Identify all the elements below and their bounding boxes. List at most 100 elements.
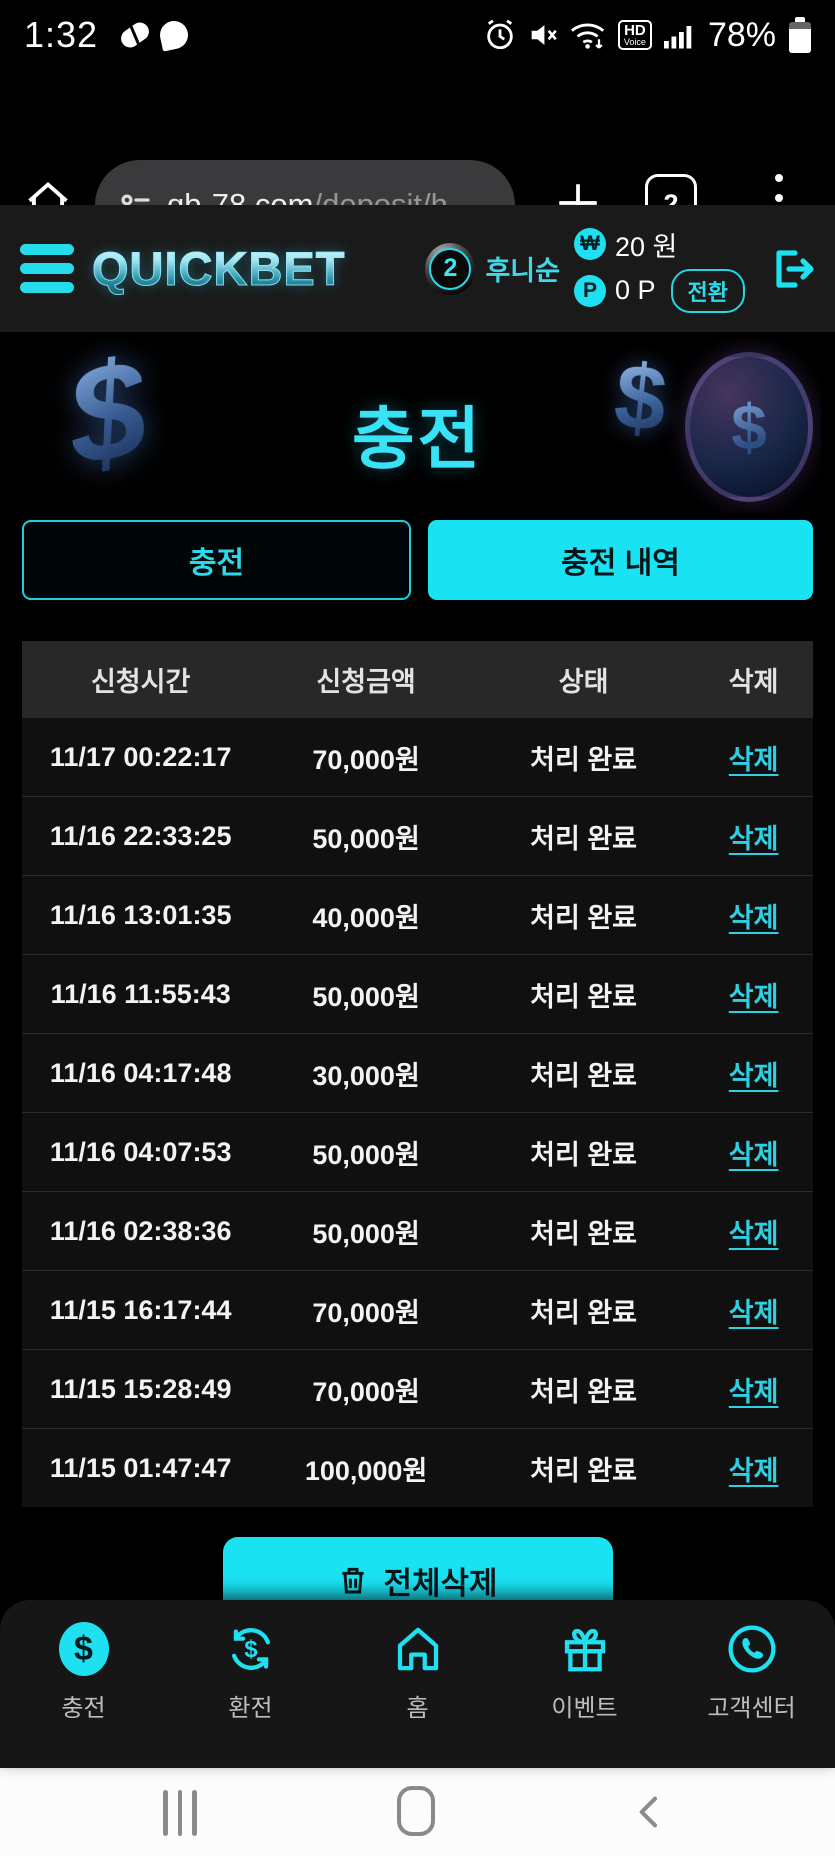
cell-amount: 70,000원 <box>312 1297 420 1328</box>
page-title: 충전 <box>351 401 484 478</box>
cell-status: 처리 완료 <box>530 1376 638 1407</box>
table-row: 11/15 01:47:47 100,000원 처리 완료 삭제 <box>22 1428 813 1507</box>
cell-delete-link[interactable]: 삭제 <box>728 1218 779 1249</box>
user-level-badge: 2 <box>425 242 476 295</box>
back-button[interactable] <box>630 1788 670 1836</box>
phone-icon <box>725 1622 779 1676</box>
point-coin-icon: P <box>573 274 606 307</box>
delete-all-label: 전체삭제 <box>383 1565 498 1601</box>
cell-time: 11/17 00:22:17 <box>49 741 232 772</box>
convert-button[interactable]: 전환 <box>670 268 745 313</box>
notification-icon-pill <box>117 19 153 51</box>
alarm-icon <box>483 17 517 53</box>
cell-delete-link[interactable]: 삭제 <box>728 1139 779 1170</box>
hamburger-menu-button[interactable] <box>18 240 76 297</box>
dollar-art-left: $ <box>58 338 156 498</box>
deposit-table-body: 11/17 00:22:17 70,000원 처리 완료 삭제 11/16 22… <box>22 718 813 1507</box>
cell-amount: 50,000원 <box>312 823 420 854</box>
cell-amount: 70,000원 <box>312 744 420 775</box>
user-level-value: 2 <box>429 247 472 290</box>
notification-icon-swoosh <box>157 18 191 52</box>
cell-time: 11/16 04:07:53 <box>49 1136 232 1167</box>
clock: 1:32 <box>24 14 99 55</box>
column-header-amount: 신청금액 <box>316 667 416 697</box>
cell-time: 11/16 02:38:36 <box>49 1215 232 1246</box>
tab-deposit[interactable]: 충전 <box>22 520 411 600</box>
won-coin-icon: ₩ <box>573 228 606 260</box>
cell-status: 처리 완료 <box>530 1139 638 1170</box>
nav-item-events[interactable]: 이벤트 <box>501 1622 668 1723</box>
cell-time: 11/15 15:28:49 <box>49 1373 232 1404</box>
cell-delete-link[interactable]: 삭제 <box>728 981 779 1012</box>
home-icon <box>391 1622 445 1676</box>
cell-delete-link[interactable]: 삭제 <box>728 1455 779 1486</box>
site-header: QUICKBET 2 후니순 ₩ 20 원 P 0 P 전환 <box>0 205 835 332</box>
table-row: 11/16 04:17:48 30,000원 처리 완료 삭제 <box>22 1033 813 1112</box>
table-row: 11/17 00:22:17 70,000원 처리 완료 삭제 <box>22 718 813 796</box>
bottom-navigation: $ 충전 $ 환전 홈 이벤트 <box>0 1600 835 1768</box>
table-row: 11/16 11:55:43 50,000원 처리 완료 삭제 <box>22 954 813 1033</box>
battery-percent: 78% <box>707 15 776 54</box>
cell-time: 11/16 04:17:48 <box>49 1057 232 1088</box>
username: 후니순 <box>485 256 560 286</box>
mute-icon <box>526 17 560 53</box>
hd-voice-badge: HD Voice <box>617 20 652 50</box>
cell-amount: 70,000원 <box>312 1376 420 1407</box>
table-row: 11/16 02:38:36 50,000원 처리 완료 삭제 <box>22 1191 813 1270</box>
site-logo[interactable]: QUICKBET <box>91 242 346 296</box>
cell-delete-link[interactable]: 삭제 <box>728 902 779 933</box>
exchange-icon: $ <box>224 1622 278 1676</box>
cell-time: 11/15 01:47:47 <box>49 1452 232 1483</box>
column-header-status: 상태 <box>558 667 609 697</box>
nav-item-withdraw[interactable]: $ 환전 <box>167 1622 334 1723</box>
cell-status: 처리 완료 <box>530 1455 638 1486</box>
table-row: 11/15 15:28:49 70,000원 처리 완료 삭제 <box>22 1349 813 1428</box>
wifi-icon <box>569 17 609 53</box>
cell-status: 처리 완료 <box>530 902 638 933</box>
status-bar: 1:32 HD Voice <box>0 0 835 70</box>
column-header-time: 신청시간 <box>90 667 191 697</box>
deposit-coin-icon: $ <box>58 1622 109 1676</box>
deposit-tabs: 충전 충전 내역 <box>22 520 813 600</box>
nav-item-home[interactable]: 홈 <box>334 1622 501 1723</box>
cell-amount: 50,000원 <box>312 981 420 1012</box>
table-header-row: 신청시간 신청금액 상태 삭제 <box>22 641 813 718</box>
cell-delete-link[interactable]: 삭제 <box>728 744 779 775</box>
cell-status: 처리 완료 <box>530 1297 638 1328</box>
column-header-delete: 삭제 <box>728 667 779 697</box>
table-row: 11/16 22:33:25 50,000원 처리 완료 삭제 <box>22 796 813 875</box>
android-home-button[interactable] <box>397 1786 435 1836</box>
cell-time: 11/15 16:17:44 <box>49 1294 232 1325</box>
cell-delete-link[interactable]: 삭제 <box>728 1060 779 1091</box>
point-balance: 0 P <box>614 275 656 305</box>
cell-amount: 40,000원 <box>312 902 420 933</box>
table-row: 11/16 13:01:35 40,000원 처리 완료 삭제 <box>22 875 813 954</box>
nav-item-support[interactable]: 고객센터 <box>668 1622 835 1723</box>
cell-status: 처리 완료 <box>530 981 638 1012</box>
browser-toolbar: qb-78.com/deposit/h 2 <box>0 70 835 250</box>
dollar-art-right: $ <box>609 344 672 452</box>
cell-status: 처리 완료 <box>530 823 638 854</box>
deposit-banner: $ $ $ 충전 <box>14 338 821 514</box>
dollar-coin-art: $ <box>685 352 813 502</box>
android-navigation-bar <box>0 1768 835 1856</box>
nav-item-deposit[interactable]: $ 충전 <box>0 1622 167 1723</box>
recents-button[interactable] <box>163 1790 197 1836</box>
trash-icon <box>337 1562 369 1598</box>
tab-deposit-history[interactable]: 충전 내역 <box>428 520 813 600</box>
cell-amount: 100,000원 <box>304 1455 428 1486</box>
gift-icon <box>558 1622 612 1676</box>
cell-amount: 50,000원 <box>312 1139 420 1170</box>
cell-amount: 30,000원 <box>312 1060 420 1091</box>
logout-icon[interactable] <box>769 244 817 294</box>
cell-delete-link[interactable]: 삭제 <box>728 1297 779 1328</box>
signal-icon <box>661 17 697 53</box>
cell-status: 처리 완료 <box>530 1060 638 1091</box>
cell-status: 처리 완료 <box>530 1218 638 1249</box>
table-row: 11/15 16:17:44 70,000원 처리 완료 삭제 <box>22 1270 813 1349</box>
cell-time: 11/16 22:33:25 <box>49 820 232 851</box>
cell-delete-link[interactable]: 삭제 <box>728 823 779 854</box>
cell-time: 11/16 13:01:35 <box>49 899 232 930</box>
battery-icon <box>789 17 811 53</box>
cell-delete-link[interactable]: 삭제 <box>728 1376 779 1407</box>
